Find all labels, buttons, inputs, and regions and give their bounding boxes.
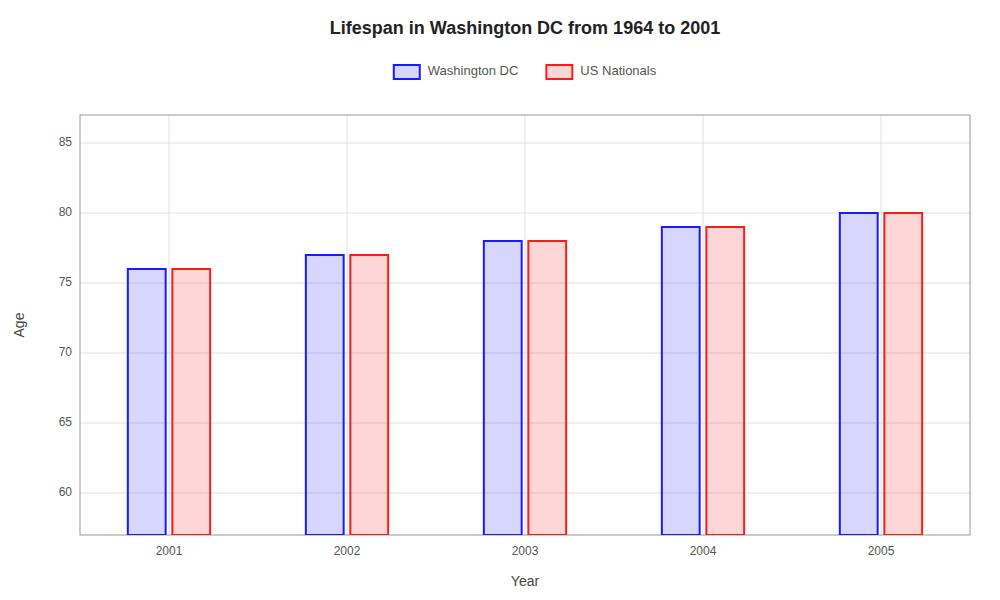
x-axis-label: Year [511, 573, 540, 589]
bar [840, 213, 878, 535]
x-tick-label: 2004 [690, 544, 717, 558]
bar [706, 227, 744, 535]
bar [662, 227, 700, 535]
chart-svg: 60 65 70 75 80 85 2001 2002 2003 2004 2005 Year Age L… [0, 0, 1000, 600]
x-grid-line [703, 115, 704, 535]
chart-title: Lifespan in Washington DC from 1964 to 2… [330, 18, 720, 38]
bars [128, 213, 922, 535]
x-grid-line [525, 115, 526, 535]
y-tick-label: 65 [59, 415, 73, 429]
legend-swatch [394, 65, 420, 79]
y-tick-label: 85 [59, 135, 73, 149]
legend-item: US Nationals [546, 63, 656, 79]
bar [484, 241, 522, 535]
x-tick-label: 2001 [156, 544, 183, 558]
legend: Washington DC US Nationals [394, 63, 657, 79]
x-tick-label: 2002 [334, 544, 361, 558]
y-tick-label: 75 [59, 275, 73, 289]
y-tick-label: 80 [59, 205, 73, 219]
chart-container: 60 65 70 75 80 85 2001 2002 2003 2004 2005 Year Age L… [0, 0, 1000, 600]
grid [80, 115, 970, 535]
legend-swatch [546, 65, 572, 79]
bar [884, 213, 922, 535]
bar [172, 269, 210, 535]
legend-label: US Nationals [580, 63, 656, 78]
x-grid-line [347, 115, 348, 535]
y-tick-label: 60 [59, 485, 73, 499]
x-tick-label: 2003 [512, 544, 539, 558]
legend-label: Washington DC [428, 63, 519, 78]
bar [350, 255, 388, 535]
legend-item: Washington DC [394, 63, 519, 79]
bar [528, 241, 566, 535]
x-grid-line [881, 115, 882, 535]
x-tick-label: 2005 [868, 544, 895, 558]
bar [128, 269, 166, 535]
plot-frame [80, 115, 970, 535]
y-axis-label: Age [11, 312, 27, 337]
bar [306, 255, 344, 535]
y-tick-label: 70 [59, 345, 73, 359]
x-grid-line [169, 115, 170, 535]
